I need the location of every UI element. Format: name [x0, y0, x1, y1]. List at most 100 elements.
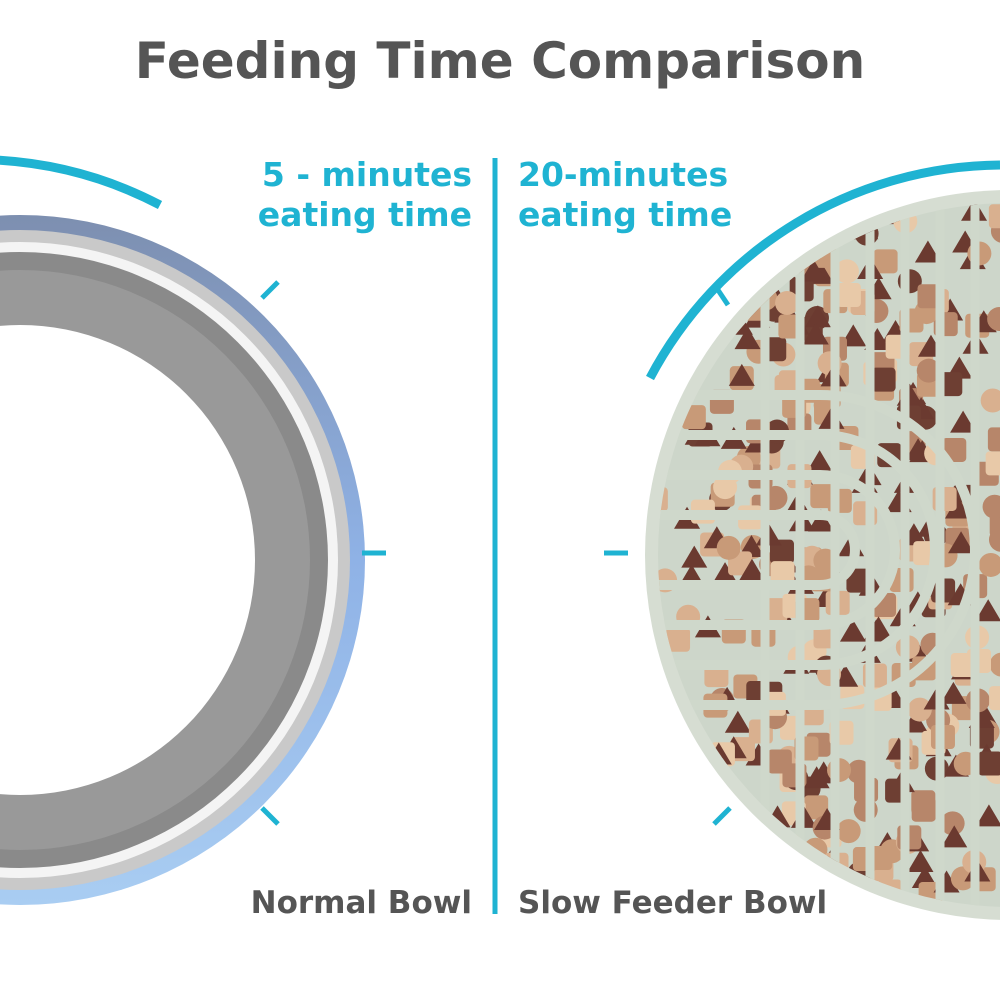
- kibble: [658, 287, 668, 312]
- kibble: [988, 527, 1000, 552]
- kibble: [658, 827, 678, 852]
- kibble: [658, 415, 668, 440]
- kibble: [834, 259, 859, 284]
- progress-arc: [0, 155, 163, 209]
- kibble: [940, 681, 967, 704]
- kibble: [677, 238, 702, 263]
- kibble: [940, 811, 965, 836]
- kibble: [907, 697, 932, 722]
- kibble: [978, 552, 1000, 577]
- kibble: [941, 825, 968, 848]
- ridge: [658, 390, 980, 710]
- kibble: [873, 249, 898, 274]
- bowl-center: [0, 325, 255, 795]
- kibble: [911, 797, 936, 822]
- kibble: [803, 766, 830, 789]
- kibble: [985, 451, 1000, 476]
- kibble: [989, 652, 1000, 677]
- kibble: [728, 363, 755, 386]
- tick: [715, 288, 731, 307]
- kibble: [665, 763, 690, 788]
- kibble: [742, 850, 769, 873]
- kibble: [907, 849, 934, 872]
- kibble: [836, 819, 861, 844]
- kibble: [846, 568, 871, 593]
- kibble: [658, 264, 669, 289]
- tick: [712, 806, 732, 826]
- kibble: [658, 825, 683, 848]
- kibble: [987, 307, 1000, 332]
- kibble: [800, 259, 827, 282]
- kibble: [705, 233, 732, 256]
- kibble: [769, 539, 794, 564]
- time-text: eating time: [518, 195, 732, 234]
- kibble: [669, 768, 694, 793]
- kibble: [836, 283, 861, 308]
- kibble: [676, 862, 701, 887]
- ridge: [658, 510, 860, 590]
- title: Feeding Time Comparison: [135, 32, 866, 90]
- kibble: [716, 535, 741, 560]
- kibble: [775, 290, 800, 315]
- ridge: [658, 470, 900, 630]
- kibble: [733, 823, 758, 848]
- kibble: [975, 599, 1000, 622]
- kibble: [802, 322, 829, 345]
- kibble: [807, 509, 834, 532]
- kibble: [987, 427, 1000, 452]
- kibble: [695, 833, 720, 858]
- kibble: [658, 751, 674, 774]
- kibble: [673, 249, 700, 272]
- time-text: 5 - minutes: [262, 155, 472, 194]
- kibble: [871, 367, 896, 392]
- kibble: [658, 844, 678, 869]
- bowl-label: Normal Bowl: [251, 885, 472, 921]
- kibble: [658, 744, 673, 769]
- progress-arc: [646, 160, 1000, 381]
- kibble: [916, 358, 941, 383]
- kibble: [746, 852, 773, 875]
- kibble: [658, 415, 668, 440]
- kibble: [658, 315, 673, 340]
- kibble: [989, 686, 1000, 711]
- kibble: [975, 804, 1000, 827]
- kibble: [804, 795, 829, 820]
- kibble: [839, 619, 866, 642]
- kibble: [658, 727, 685, 750]
- kibble: [950, 653, 975, 678]
- kibble: [658, 841, 682, 866]
- feeder-inside: [658, 203, 1000, 907]
- kibble: [988, 204, 1000, 229]
- kibble: [659, 243, 684, 268]
- kibble: [712, 562, 739, 585]
- kibble: [666, 627, 691, 652]
- kibble: [775, 237, 800, 262]
- ridge: [658, 430, 940, 670]
- kibble: [734, 327, 761, 350]
- kibble: [658, 773, 669, 796]
- kibble: [978, 751, 1000, 776]
- kibble: [846, 759, 871, 784]
- kibble: [724, 710, 751, 733]
- kibble: [804, 305, 831, 328]
- kibble: [658, 304, 676, 329]
- tick: [260, 280, 280, 300]
- kibble: [681, 545, 708, 568]
- kibble: [678, 833, 703, 858]
- kibble: [950, 410, 977, 433]
- kibble: [767, 749, 792, 774]
- bowl-label: Slow Feeder Bowl: [518, 885, 827, 921]
- kibble: [673, 343, 698, 368]
- kibble: [678, 800, 703, 825]
- kibble: [806, 450, 833, 473]
- kibble: [658, 254, 681, 279]
- normal-bowl: [0, 215, 365, 905]
- kibble: [948, 531, 975, 554]
- kibble: [770, 561, 795, 586]
- kibble: [689, 788, 714, 813]
- kibble: [658, 740, 673, 765]
- time-text: eating time: [258, 195, 472, 234]
- kibble: [980, 388, 1000, 413]
- kibble: [944, 496, 971, 519]
- tick: [260, 806, 280, 826]
